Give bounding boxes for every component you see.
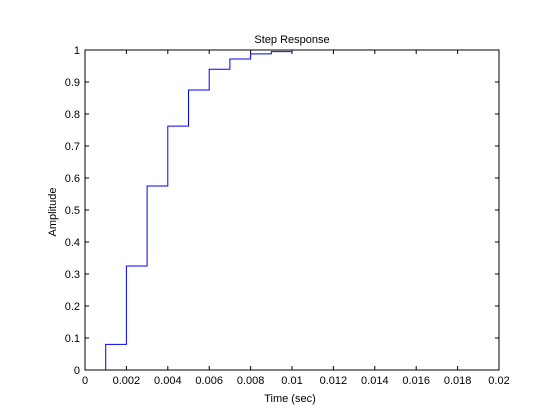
x-tick-label: 0.01 <box>281 375 302 387</box>
y-tick-label: 0 <box>74 365 80 377</box>
x-tick-label: 0.008 <box>237 375 265 387</box>
x-tick-label: 0.016 <box>402 375 430 387</box>
y-tick-label: 0.2 <box>65 301 80 313</box>
x-tick-label: 0.012 <box>320 375 348 387</box>
x-tick-label: 0.004 <box>154 375 182 387</box>
plot-area <box>85 50 499 370</box>
y-tick-label: 0.5 <box>65 205 80 217</box>
y-tick-label: 0.4 <box>65 237 80 249</box>
step-response-line <box>85 50 293 371</box>
plot-frame <box>84 49 500 371</box>
x-tick-label: 0.02 <box>488 375 509 387</box>
x-tick-label: 0.018 <box>444 375 472 387</box>
series-group <box>85 50 293 371</box>
y-tick-label: 0.9 <box>65 77 80 89</box>
axis-ticks: 0 0.002 0.004 0.006 0.008 0.01 0.012 0.014 0.016… <box>65 45 510 387</box>
y-tick-label: 0.3 <box>65 269 80 281</box>
x-axis-label: Time (sec) <box>264 393 316 405</box>
x-tick-label: 0.006 <box>195 375 223 387</box>
y-tick-label: 1 <box>74 45 80 57</box>
y-tick-label: 0.6 <box>65 173 80 185</box>
x-tick-label: 0.002 <box>113 375 141 387</box>
y-tick-label: 0.1 <box>65 333 80 345</box>
chart-title: Step Response <box>254 34 329 46</box>
y-axis-label: Amplitude <box>47 188 59 237</box>
y-tick-label: 0.7 <box>65 141 80 153</box>
x-tick-label: 0.014 <box>361 375 389 387</box>
x-tick-label: 0 <box>82 375 88 387</box>
y-tick-label: 0.8 <box>65 109 80 121</box>
